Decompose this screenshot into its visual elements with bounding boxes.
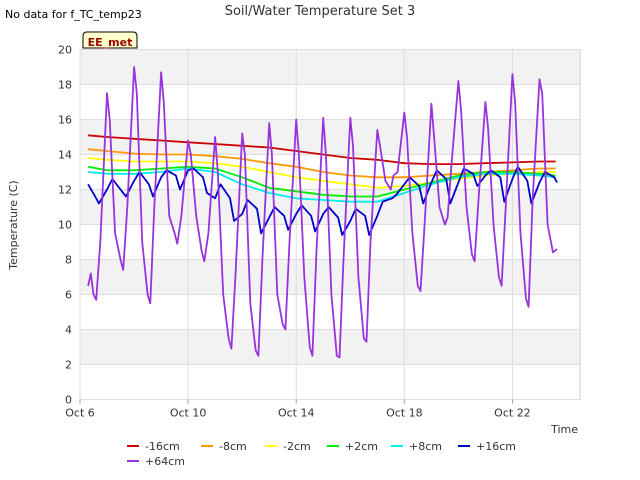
y-tick-label: 14 bbox=[58, 149, 72, 162]
background-band bbox=[80, 84, 580, 120]
legend-label: +8cm bbox=[409, 440, 442, 453]
legend-label: +2cm bbox=[345, 440, 378, 453]
background-band bbox=[80, 294, 580, 330]
background-band bbox=[80, 119, 580, 155]
legend-label: -16cm bbox=[145, 440, 180, 453]
x-tick-label: Oct 18 bbox=[386, 407, 423, 420]
y-tick-label: 12 bbox=[58, 184, 72, 197]
y-tick-label: 16 bbox=[58, 114, 72, 127]
y-tick-label: 20 bbox=[58, 44, 72, 57]
series-line-3 bbox=[87, 165, 556, 198]
series-line-6 bbox=[87, 66, 558, 359]
legend-label: +16cm bbox=[476, 440, 516, 453]
legend-label: +64cm bbox=[145, 455, 185, 468]
x-tick-label: Oct 14 bbox=[278, 407, 315, 420]
background-band bbox=[80, 49, 580, 85]
x-tick-label: Oct 6 bbox=[65, 407, 95, 420]
background-band bbox=[80, 329, 580, 365]
y-tick-label: 4 bbox=[65, 324, 72, 337]
y-axis-label: Temperature (C) bbox=[7, 180, 20, 270]
series-line-4 bbox=[88, 167, 556, 203]
x-axis-ticks: Oct 6 Oct 10 Oct 14 Oct 18 Oct 22 bbox=[65, 399, 531, 420]
chart-title: Soil/Water Temperature Set 3 bbox=[225, 4, 416, 19]
legend-label: -2cm bbox=[283, 440, 311, 453]
y-tick-label: 8 bbox=[65, 254, 72, 267]
station-badge-label: EE_met bbox=[88, 36, 133, 49]
legend: -16cm -8cm -2cm +2cm +8cm +16cm +64cm bbox=[127, 440, 516, 468]
plot-background-bands bbox=[80, 49, 580, 400]
series-lines bbox=[87, 66, 558, 359]
x-tick-label: Oct 10 bbox=[170, 407, 207, 420]
x-tick-label: Oct 22 bbox=[494, 407, 531, 420]
station-badge-box bbox=[82, 31, 138, 49]
y-tick-label: 10 bbox=[58, 219, 72, 232]
y-tick-label: 2 bbox=[65, 359, 72, 372]
x-axis-label: Time bbox=[550, 423, 578, 436]
y-tick-label: 0 bbox=[65, 394, 72, 407]
background-band bbox=[80, 364, 580, 400]
y-tick-label: 6 bbox=[65, 289, 72, 302]
legend-label: -8cm bbox=[219, 440, 247, 453]
no-data-note: No data for f_TC_temp23 bbox=[5, 8, 142, 21]
series-line-0 bbox=[88, 134, 556, 165]
station-badge: EE_met bbox=[82, 31, 138, 49]
y-tick-label: 18 bbox=[58, 79, 72, 92]
